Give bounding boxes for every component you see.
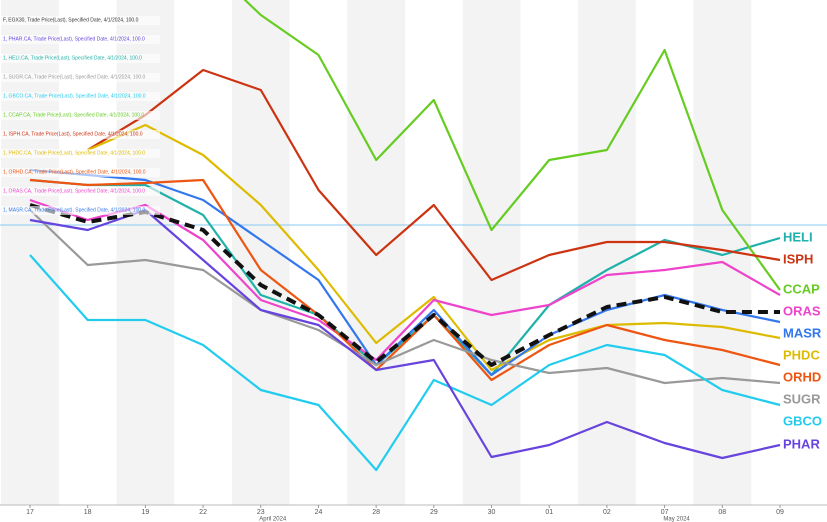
series-line (29, 208, 781, 460)
series-line (243, 0, 781, 291)
x-tick-label: 08 (718, 509, 726, 516)
legend-bg (0, 130, 160, 139)
x-tick-label: 22 (199, 509, 207, 516)
legend-entry: 1, PHAR.CA, Trade Price(Last), Specified… (3, 36, 145, 42)
plot-area (29, 0, 781, 472)
legend-bg (0, 168, 160, 177)
legend-entry: 1, GBCO.CA, Trade Price(Last), Specified… (3, 93, 146, 99)
legend-bg (0, 187, 160, 196)
series-label: HELI (783, 229, 813, 244)
legend-entry: 1, CCAP.CA, Trade Price(Last), Specified… (3, 112, 144, 118)
band (1, 0, 59, 505)
band (462, 0, 521, 505)
series-label: PHDC (783, 347, 820, 362)
series-label: MASR (783, 325, 822, 340)
x-tick-label: 02 (603, 509, 611, 516)
series-line (29, 178, 781, 382)
legend-bg (0, 54, 160, 63)
legend-entry: 1, ORAS.CA, Trade Price(Last), Specified… (3, 188, 145, 194)
series-line (87, 68, 781, 282)
legend-bg (0, 35, 160, 44)
series-label: ISPH (783, 251, 813, 266)
series-line (87, 123, 781, 372)
legend-entry: 1, SUGR.CA, Trade Price(Last), Specified… (3, 74, 146, 80)
band (231, 0, 290, 505)
series-label: CCAP (783, 281, 820, 296)
x-tick-label: 09 (776, 509, 784, 516)
band (116, 0, 175, 505)
x-tick-label: 29 (430, 509, 438, 516)
series-label: ORHD (783, 369, 821, 384)
legend-bg (0, 149, 160, 158)
period-label: May 2024 (663, 517, 690, 522)
legend-bg (0, 206, 160, 215)
series-label: ORAS (783, 303, 821, 318)
x-tick-label: 07 (661, 509, 669, 516)
x-tick-label: 17 (26, 509, 34, 516)
band (578, 0, 636, 505)
legend-bg (0, 16, 160, 25)
legend-entry: 1, HELI.CA, Trade Price(Last), Specified… (3, 55, 142, 61)
series-line (29, 254, 781, 472)
period-label: April 2024 (259, 517, 287, 522)
series-line (29, 209, 781, 385)
legend-entry: 1, PHDC.CA, Trade Price(Last), Specified… (3, 150, 145, 156)
x-tick-label: 28 (372, 509, 380, 516)
x-tick-label: 23 (257, 509, 265, 516)
x-tick-label: 19 (141, 509, 149, 516)
legend-bg (0, 92, 160, 101)
legend-entry: 1, MASR.CA, Trade Price(Last), Specified… (3, 207, 146, 213)
series-label: SUGR (783, 391, 821, 406)
legend-bg (0, 73, 160, 82)
series-label: GBCO (783, 413, 822, 428)
legend-entry: 1, ORHD.CA, Trade Price(Last), Specified… (3, 169, 146, 175)
x-tick-label: 18 (84, 509, 92, 516)
legend-bg (0, 111, 160, 120)
x-tick-label: 01 (545, 509, 553, 516)
legend-entry: F, EGX30, Trade Price(Last), Specified D… (3, 17, 139, 23)
x-tick-label: 24 (315, 509, 323, 516)
x-tick-label: 30 (488, 509, 496, 516)
series-label: PHAR (783, 436, 820, 451)
band (347, 0, 405, 505)
legend-entry: 1, ISPH.CA, Trade Price(Last), Specified… (3, 131, 143, 137)
